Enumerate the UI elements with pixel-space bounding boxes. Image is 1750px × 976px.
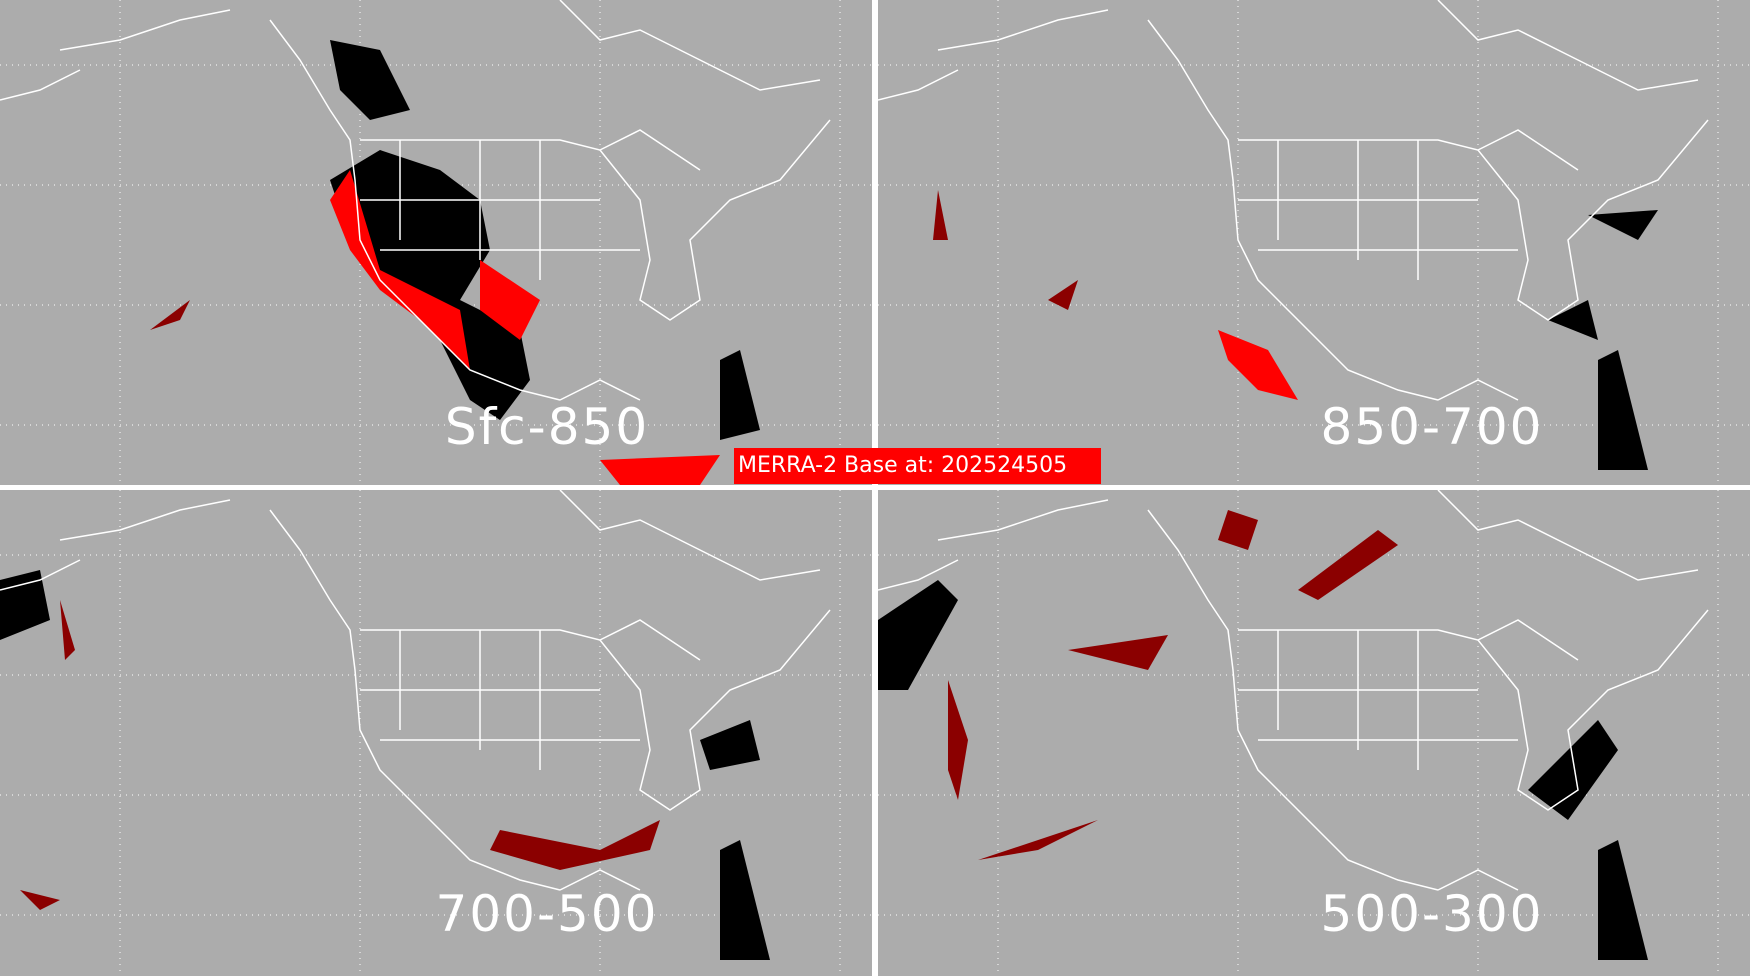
data-region	[1588, 210, 1658, 240]
coastline-borders	[0, 490, 831, 891]
data-region	[948, 680, 968, 800]
data-region	[1068, 635, 1168, 670]
panel-label: 700-500	[435, 885, 659, 943]
data-region	[600, 455, 720, 485]
coastline-borders	[878, 0, 1709, 401]
data-region	[330, 170, 470, 370]
panel-500-300: 500-300	[878, 490, 1750, 976]
coastline-borders	[878, 490, 1709, 891]
panel-label: 500-300	[1320, 885, 1544, 943]
data-region	[60, 600, 75, 660]
base-time-banner: MERRA-2 Base at: 202524505	[734, 448, 1101, 484]
data-region	[878, 580, 958, 690]
map-canvas	[878, 0, 1750, 485]
data-region	[1598, 840, 1648, 960]
data-region	[330, 40, 410, 120]
map-canvas	[878, 490, 1750, 976]
coastline-borders	[0, 0, 831, 401]
panel-label: 850-700	[1320, 398, 1544, 456]
data-region	[480, 260, 540, 340]
data-region	[978, 820, 1098, 860]
data-region	[720, 350, 760, 440]
map-canvas	[0, 490, 872, 976]
data-region	[933, 190, 948, 240]
data-region	[150, 300, 190, 330]
data-region	[1548, 300, 1598, 340]
panel-700-500: 700-500	[0, 490, 872, 976]
panel-sfc-850: Sfc-850	[0, 0, 872, 485]
map-canvas	[0, 0, 872, 485]
data-region	[1298, 530, 1398, 600]
data-region	[0, 570, 50, 640]
panel-label: Sfc-850	[444, 398, 650, 456]
data-region	[1218, 330, 1298, 400]
panel-850-700: 850-700	[878, 0, 1750, 485]
data-region	[1218, 510, 1258, 550]
data-region	[1048, 280, 1078, 310]
data-region	[700, 720, 760, 770]
data-region	[1598, 350, 1648, 470]
data-region	[490, 820, 660, 870]
data-region	[720, 840, 770, 960]
data-region	[1528, 720, 1618, 820]
data-region	[20, 890, 60, 910]
